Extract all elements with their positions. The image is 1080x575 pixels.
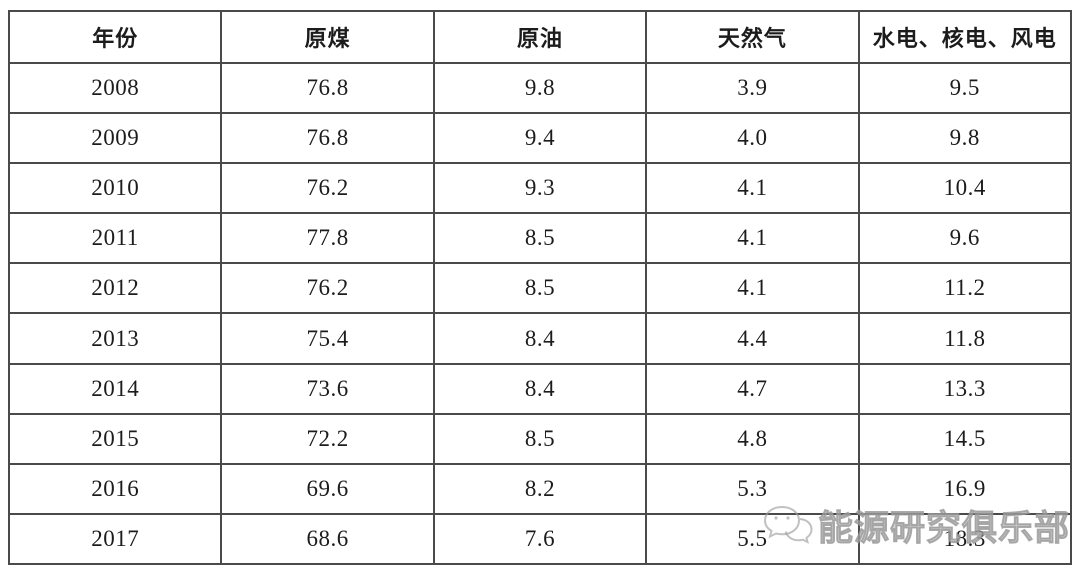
year-cell: 2015 [7, 412, 223, 465]
column-header-3: 天然气 [645, 10, 860, 64]
year-cell: 2013 [7, 312, 223, 365]
column-header-2: 原油 [432, 10, 648, 64]
value-cell: 13.3 [857, 362, 1073, 415]
value-cell: 4.4 [645, 312, 860, 365]
table-row: 2008 76.8 9.8 3.9 9.5 [7, 61, 1073, 115]
table-body: 2008 76.8 9.8 3.9 9.5 2009 76.8 9.4 4.0 9.8 2010 76… [7, 61, 1073, 566]
value-cell: 8.5 [432, 412, 648, 465]
table-row: 2016 69.6 8.2 5.3 16.9 [7, 462, 1073, 515]
value-cell: 4.0 [645, 112, 860, 165]
value-cell: 8.4 [432, 312, 648, 365]
column-header-1: 原煤 [220, 10, 435, 64]
table-header: 年份 原煤 原油 天然气 水电、核电、风电 [7, 10, 1073, 64]
energy-structure-table: 年份 原煤 原油 天然气 水电、核电、风电 2008 76.8 9.8 3.9 9.5 2009 7… [7, 10, 1073, 566]
value-cell: 9.8 [432, 61, 648, 115]
year-cell: 2014 [7, 362, 223, 415]
table-row: 2012 76.2 8.5 4.1 11.2 [7, 262, 1073, 315]
value-cell: 69.6 [220, 462, 435, 515]
value-cell: 4.1 [645, 262, 860, 315]
year-cell: 2008 [7, 61, 223, 115]
value-cell: 4.1 [645, 162, 860, 215]
column-header-4: 水电、核电、风电 [857, 10, 1073, 64]
year-cell: 2017 [7, 512, 223, 566]
value-cell: 9.5 [857, 61, 1073, 115]
value-cell: 9.6 [857, 212, 1073, 265]
value-cell: 9.3 [432, 162, 648, 215]
value-cell: 16.9 [857, 462, 1073, 515]
value-cell: 76.8 [220, 61, 435, 115]
year-cell: 2011 [7, 212, 223, 265]
table-row: 2010 76.2 9.3 4.1 10.4 [7, 162, 1073, 215]
value-cell: 68.6 [220, 512, 435, 566]
table-row: 2015 72.2 8.5 4.8 14.5 [7, 412, 1073, 465]
value-cell: 14.5 [857, 412, 1073, 465]
value-cell: 3.9 [645, 61, 860, 115]
value-cell: 7.6 [432, 512, 648, 566]
table-header-row: 年份 原煤 原油 天然气 水电、核电、风电 [7, 10, 1073, 64]
value-cell: 75.4 [220, 312, 435, 365]
value-cell: 76.2 [220, 262, 435, 315]
value-cell: 5.5 [645, 512, 860, 566]
value-cell: 4.7 [645, 362, 860, 415]
year-cell: 2016 [7, 462, 223, 515]
column-header-0: 年份 [7, 10, 223, 64]
value-cell: 8.5 [432, 262, 648, 315]
value-cell: 8.4 [432, 362, 648, 415]
value-cell: 4.1 [645, 212, 860, 265]
value-cell: 72.2 [220, 412, 435, 465]
year-cell: 2010 [7, 162, 223, 215]
table-row: 2011 77.8 8.5 4.1 9.6 [7, 212, 1073, 265]
value-cell: 9.8 [857, 112, 1073, 165]
value-cell: 73.6 [220, 362, 435, 415]
value-cell: 76.8 [220, 112, 435, 165]
value-cell: 8.5 [432, 212, 648, 265]
value-cell: 76.2 [220, 162, 435, 215]
value-cell: 77.8 [220, 212, 435, 265]
table-row: 2017 68.6 7.6 5.5 18.3 [7, 512, 1073, 566]
value-cell: 18.3 [857, 512, 1073, 566]
year-cell: 2009 [7, 112, 223, 165]
table-row: 2014 73.6 8.4 4.7 13.3 [7, 362, 1073, 415]
value-cell: 9.4 [432, 112, 648, 165]
value-cell: 10.4 [857, 162, 1073, 215]
value-cell: 4.8 [645, 412, 860, 465]
value-cell: 11.2 [857, 262, 1073, 315]
value-cell: 5.3 [645, 462, 860, 515]
value-cell: 11.8 [857, 312, 1073, 365]
value-cell: 8.2 [432, 462, 648, 515]
table-row: 2013 75.4 8.4 4.4 11.8 [7, 312, 1073, 365]
table-row: 2009 76.8 9.4 4.0 9.8 [7, 112, 1073, 165]
year-cell: 2012 [7, 262, 223, 315]
